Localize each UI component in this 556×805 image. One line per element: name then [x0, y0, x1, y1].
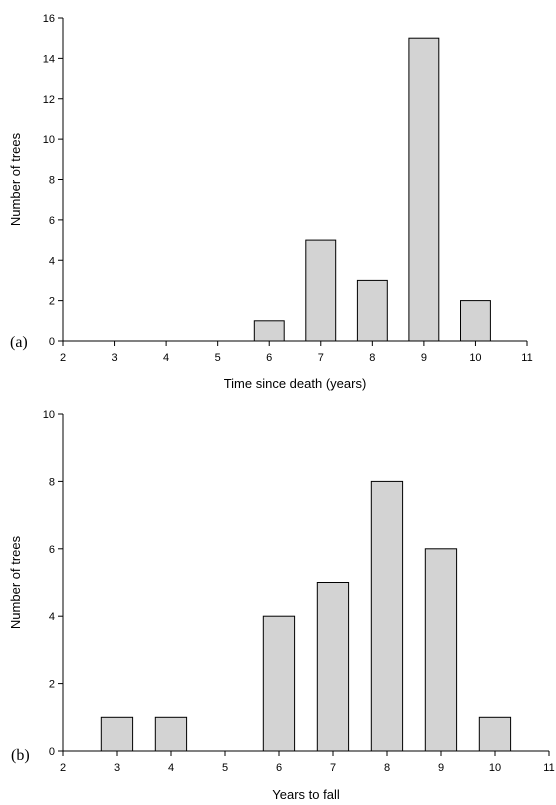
x-tick-label: 4: [168, 762, 174, 774]
y-axis-title: Number of trees: [8, 132, 23, 226]
y-tick-label: 2: [49, 296, 55, 308]
y-tick-label: 0: [49, 746, 55, 758]
panel-label: (a): [10, 334, 28, 351]
y-tick-label: 10: [43, 134, 55, 146]
x-tick-label: 3: [114, 762, 120, 774]
x-tick-label: 4: [163, 352, 169, 364]
x-tick-label: 11: [543, 762, 554, 774]
x-tick-label: 5: [222, 762, 228, 774]
y-tick-label: 8: [49, 476, 55, 488]
y-tick-label: 10: [43, 409, 55, 421]
y-tick-label: 12: [43, 94, 55, 106]
bar-6: [262, 615, 296, 752]
bar-4: [154, 716, 188, 752]
x-tick-label: 2: [60, 352, 66, 364]
x-tick-label: 5: [215, 352, 221, 364]
y-axis-title: Number of trees: [8, 535, 23, 629]
x-tick-label: 10: [489, 762, 501, 774]
y-tick-label: 6: [49, 544, 55, 556]
bar-9: [408, 37, 440, 342]
panel-label: (b): [11, 747, 30, 764]
x-tick-label: 11: [521, 352, 532, 364]
y-tick-label: 0: [49, 336, 55, 348]
bar-10: [478, 716, 512, 752]
bar-8: [356, 279, 388, 342]
x-tick-label: 10: [469, 352, 481, 364]
x-tick-label: 3: [111, 352, 117, 364]
y-tick-label: 2: [49, 679, 55, 691]
x-tick-label: 6: [266, 352, 272, 364]
x-tick-label: 6: [276, 762, 282, 774]
y-tick-label: 16: [43, 13, 55, 25]
bar-8: [370, 480, 404, 752]
y-tick-label: 4: [49, 611, 55, 623]
x-tick-label: 8: [369, 352, 375, 364]
x-tick-label: 2: [60, 762, 66, 774]
bar-6: [253, 320, 285, 342]
bar-7: [305, 239, 337, 342]
x-tick-label: 7: [330, 762, 336, 774]
bar-3: [100, 716, 134, 752]
bar-7: [316, 582, 350, 752]
y-tick-label: 6: [49, 215, 55, 227]
x-tick-label: 7: [318, 352, 324, 364]
y-tick-label: 14: [43, 53, 55, 65]
y-tick-label: 4: [49, 255, 55, 267]
x-axis-title: Time since death (years): [224, 376, 367, 391]
x-tick-label: 8: [384, 762, 390, 774]
bar-10: [460, 300, 491, 342]
x-tick-label: 9: [421, 352, 427, 364]
bar-9: [424, 548, 458, 752]
x-tick-label: 9: [438, 762, 444, 774]
x-axis-title: Years to fall: [272, 787, 340, 802]
y-tick-label: 8: [49, 175, 55, 187]
